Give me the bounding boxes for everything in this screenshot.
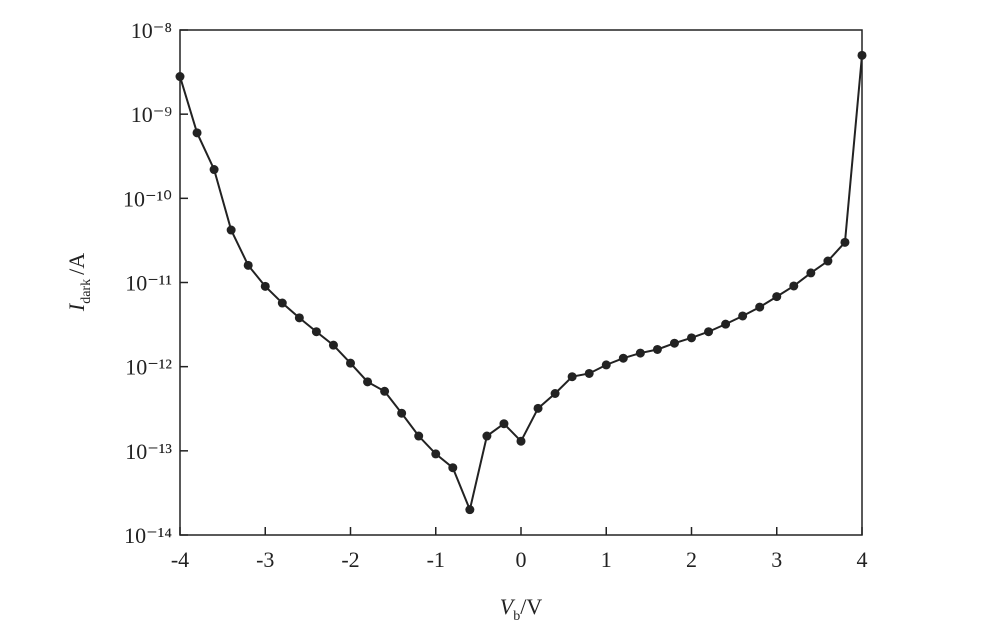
x-tick-label: -3 [256,547,274,572]
data-point [635,348,645,358]
data-point [755,302,765,312]
x-tick-label: -4 [171,547,189,572]
x-tick-label: 1 [601,547,612,572]
y-tick-label: 10⁻¹¹ [125,271,172,296]
data-point [311,327,321,337]
data-point [567,372,577,382]
y-tick-label: 10⁻¹⁴ [124,523,172,548]
data-point [806,268,816,278]
x-tick-label: -2 [341,547,359,572]
x-tick-label: 3 [771,547,782,572]
data-point [789,281,799,291]
x-axis-label: Vb/V [500,594,543,624]
data-point [243,260,253,270]
x-label-unit: /V [520,594,542,619]
data-point [294,313,304,323]
data-point [209,165,219,175]
y-label-subscript: dark [79,279,94,304]
data-point [823,256,833,266]
x-tick-label: 4 [857,547,868,572]
data-point [772,292,782,302]
data-point [431,449,441,459]
x-tick-label: 2 [686,547,697,572]
data-point [260,281,270,291]
data-point [652,344,662,354]
y-axis-label: Idark/A [64,253,94,312]
data-point [687,333,696,343]
y-label-unit: /A [64,253,89,275]
data-point [448,463,458,473]
x-tick-label: 0 [516,547,527,572]
data-point [857,50,867,60]
plot-frame [179,29,863,536]
y-tick-label: 10⁻¹² [125,355,172,380]
data-point [550,388,560,398]
data-point [618,353,628,363]
data-point [397,408,407,418]
data-point [363,377,373,387]
data-point [380,386,390,396]
data-point [738,311,748,321]
data-point [584,368,594,378]
data-point [277,298,287,308]
data-point [840,237,850,247]
y-tick-label: 10⁻¹⁰ [123,186,172,211]
y-label-symbol: I [64,302,89,312]
data-point [533,403,543,413]
y-tick-label: 10⁻⁹ [131,102,173,127]
data-point [721,319,731,329]
data-point [192,128,202,138]
data-point [704,327,714,337]
data-point [465,505,475,515]
data-point [414,431,424,441]
data-point [516,436,526,446]
x-label-subscript: b [513,609,520,624]
data-point [601,360,611,370]
x-tick-label: -1 [427,547,445,572]
data-point [226,225,236,235]
data-point [346,358,355,368]
data-point [499,419,509,429]
y-tick-label: 10⁻⁸ [131,18,172,43]
data-point [669,338,679,348]
x-label-symbol: V [500,594,516,619]
y-tick-label: 10⁻¹³ [125,439,172,464]
data-point [328,340,338,350]
data-point [175,72,185,82]
data-point [482,431,492,441]
